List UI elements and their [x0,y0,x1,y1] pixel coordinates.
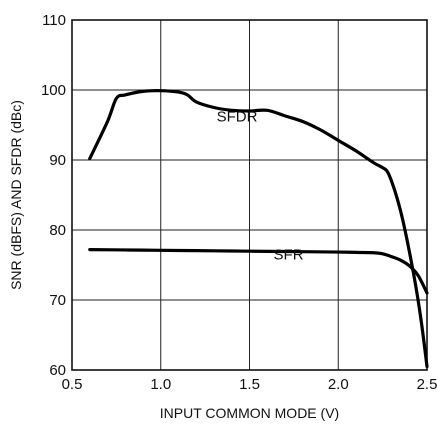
series-label-sfr: SFR [274,246,304,263]
data-series [88,89,429,369]
x-tick-label: 2.5 [417,376,438,393]
x-tick-labels: 0.5 1.0 1.5 2.0 2.5 [62,376,438,393]
series-labels: SFDR SFR [217,109,304,264]
x-axis-title: INPUT COMMON MODE (V) [160,405,339,421]
plot-frame [71,19,428,371]
x-tick-label: 2.0 [328,376,349,393]
series-line-sfr [88,248,429,295]
y-tick-label: 80 [49,222,66,239]
series-line-sfdr [88,89,429,369]
x-tick-label: 0.5 [62,376,83,393]
y-axis-title: SNR (dBFS) AND SFDR (dBc) [8,100,24,290]
y-tick-label: 70 [49,292,66,309]
y-tick-label: 90 [49,152,66,169]
y-tick-labels: 60 70 80 90 100 110 [41,12,66,379]
x-tick-label: 1.5 [239,376,260,393]
y-tick-label: 60 [49,362,66,379]
y-tick-label: 100 [41,82,66,99]
x-tick-label: 1.0 [150,376,171,393]
y-tick-label: 110 [42,12,66,29]
grid-lines [72,20,427,370]
series-label-sfdr: SFDR [217,109,258,126]
